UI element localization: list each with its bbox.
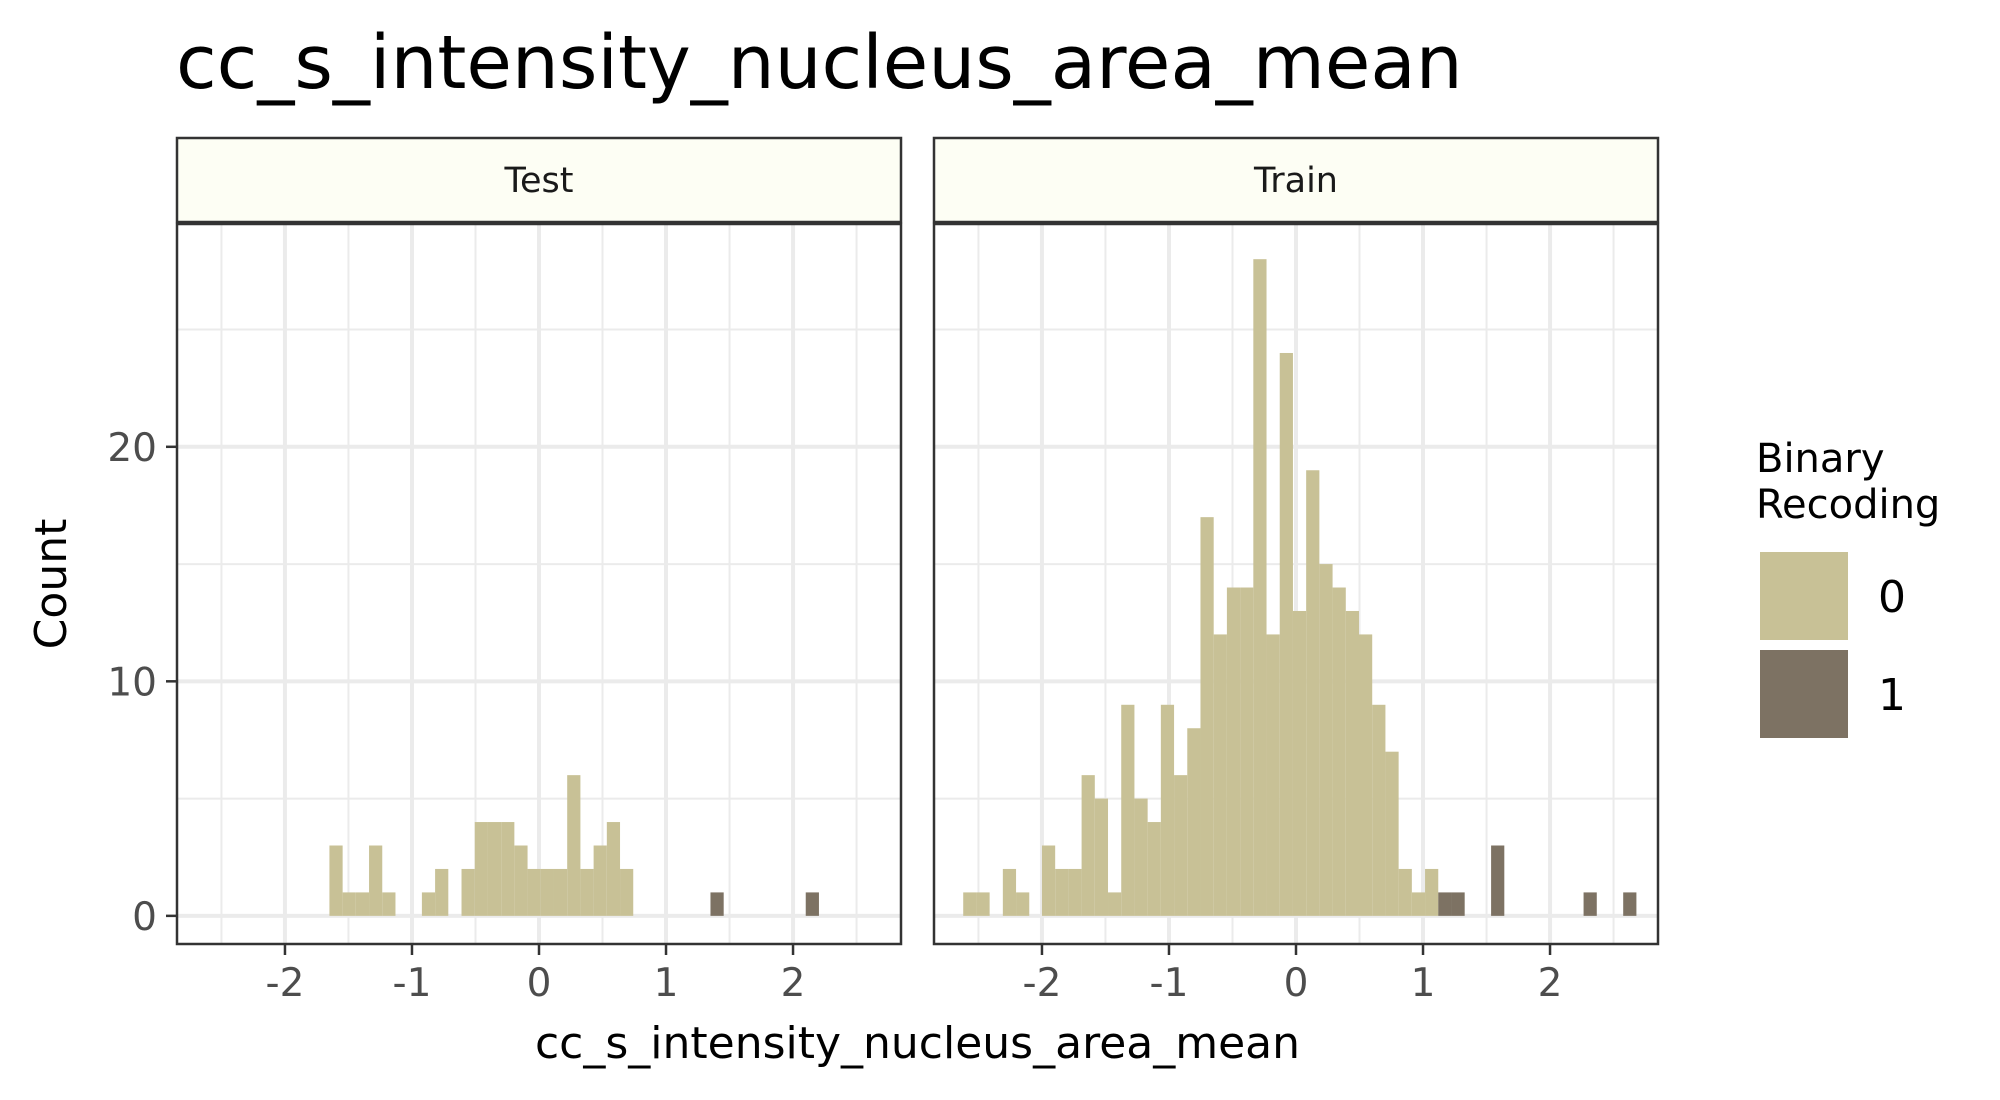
bar-train-class-1	[1491, 845, 1505, 916]
bar-train-class-0	[1240, 587, 1254, 916]
legend-title-line: Recoding	[1756, 482, 1940, 528]
bar-train-class-0	[1266, 634, 1280, 916]
bar-train-class-0	[1068, 868, 1082, 916]
bar-test-class-0	[369, 845, 383, 916]
bar-train-class-0	[1016, 892, 1030, 916]
bar-train-class-0	[1345, 610, 1360, 916]
bar-test-class-0	[514, 845, 528, 916]
x-tick-label: -2	[266, 961, 305, 1006]
legend-key-1	[1760, 650, 1848, 738]
bar-train-class-0	[1372, 704, 1386, 916]
x-axis-title: cc_s_intensity_nucleus_area_mean	[535, 1018, 1300, 1069]
bar-test-class-0	[421, 892, 436, 916]
bar-train-class-0	[1425, 868, 1439, 916]
x-tick-label: 2	[1538, 961, 1563, 1006]
x-tick-label: -1	[393, 961, 432, 1006]
bar-train-class-0	[1121, 704, 1135, 916]
bar-test-class-0	[580, 868, 594, 916]
bar-train-class-0	[1147, 822, 1161, 916]
y-tick-label: 0	[132, 895, 157, 940]
bar-train-class-0	[1359, 634, 1373, 916]
bar-train-class-0	[1385, 751, 1399, 916]
bar-train-class-0	[1292, 610, 1307, 916]
bar-test-class-1	[805, 892, 819, 916]
bar-train-class-0	[1332, 587, 1346, 916]
y-tick-label: 20	[107, 426, 157, 471]
bar-train-class-0	[1108, 892, 1122, 916]
bar-test-class-0	[329, 845, 343, 916]
legend-title-line: Binary	[1756, 436, 1885, 482]
bar-test-class-0	[461, 868, 475, 916]
panel-train: Train -2 -1 0 1 2	[932, 136, 1660, 1006]
bar-train-class-0	[1055, 868, 1069, 916]
bar-train-class-0	[1226, 587, 1241, 916]
panel-test: Test -2 -1 0 1 2	[175, 136, 903, 1006]
facet-panels: Test -2 -1 0 1 2 Train -2 -1 0 1 2	[175, 136, 1660, 1006]
bar-test-class-0	[620, 868, 634, 916]
bar-train-class-0	[1094, 798, 1109, 916]
bar-test-class-0	[540, 868, 554, 916]
x-tick-label: -2	[1023, 961, 1062, 1006]
y-tick-label: 10	[107, 660, 157, 705]
legend-label-1: 1	[1878, 670, 1906, 721]
bar-train-class-1	[1451, 892, 1465, 916]
y-axis: 0 10 20	[107, 426, 177, 940]
bar-train-class-0	[1200, 517, 1214, 916]
bar-test-class-0	[435, 868, 449, 916]
x-tick-label: 1	[1411, 961, 1436, 1006]
bar-test-class-0	[593, 845, 607, 916]
bar-train-class-0	[1174, 775, 1188, 916]
bar-test-class-0	[553, 868, 568, 916]
bar-train-class-0	[1279, 352, 1293, 916]
bar-train-class-0	[1134, 798, 1148, 916]
x-tick-label: 2	[781, 961, 806, 1006]
bar-train-class-0	[1306, 470, 1320, 916]
bar-test-class-0	[474, 822, 488, 916]
strip-label-test: Test	[504, 161, 574, 201]
bar-train-class-0	[1002, 868, 1017, 916]
y-axis-title: Count	[26, 519, 77, 650]
x-tick-label: -1	[1150, 961, 1189, 1006]
strip-train	[932, 136, 1660, 224]
bar-test-class-0	[487, 822, 502, 916]
bar-test-class-0	[355, 892, 370, 916]
bar-train-class-1	[1583, 892, 1597, 916]
bar-train-class-0	[1081, 775, 1095, 916]
bar-train-class-0	[1160, 704, 1175, 916]
strip-label-train: Train	[1253, 161, 1338, 201]
x-tick-label: 0	[527, 961, 552, 1006]
bar-train-class-0	[1253, 259, 1267, 916]
bar-train-class-0	[963, 892, 977, 916]
bar-test-class-1	[710, 892, 724, 916]
strip-test	[175, 136, 903, 224]
bar-train-class-1	[1623, 892, 1637, 916]
x-tick-label: 0	[1284, 961, 1309, 1006]
bar-train-class-0	[1319, 564, 1333, 916]
bar-test-class-0	[567, 775, 581, 916]
bar-test-class-0	[527, 868, 541, 916]
bar-train-class-0	[976, 892, 990, 916]
bar-test-class-0	[501, 822, 515, 916]
x-tick-label: 1	[654, 961, 679, 1006]
legend-key-0	[1760, 552, 1848, 640]
bar-train-class-0	[1398, 868, 1412, 916]
bar-train-class-0	[1041, 845, 1056, 916]
legend-label-0: 0	[1878, 572, 1906, 623]
bar-test-class-0	[382, 892, 396, 916]
bar-train-class-0	[1187, 728, 1201, 916]
bar-test-class-0	[342, 892, 356, 916]
bar-test-class-0	[606, 822, 621, 916]
chart-title: cc_s_intensity_nucleus_area_mean	[176, 20, 1463, 106]
bar-train-class-1	[1438, 892, 1452, 916]
bar-train-class-0	[1213, 634, 1227, 916]
bar-train-class-0	[1411, 892, 1426, 916]
